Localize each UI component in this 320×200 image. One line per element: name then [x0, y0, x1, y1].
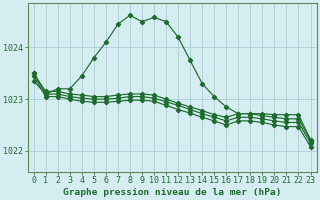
- X-axis label: Graphe pression niveau de la mer (hPa): Graphe pression niveau de la mer (hPa): [63, 188, 281, 197]
